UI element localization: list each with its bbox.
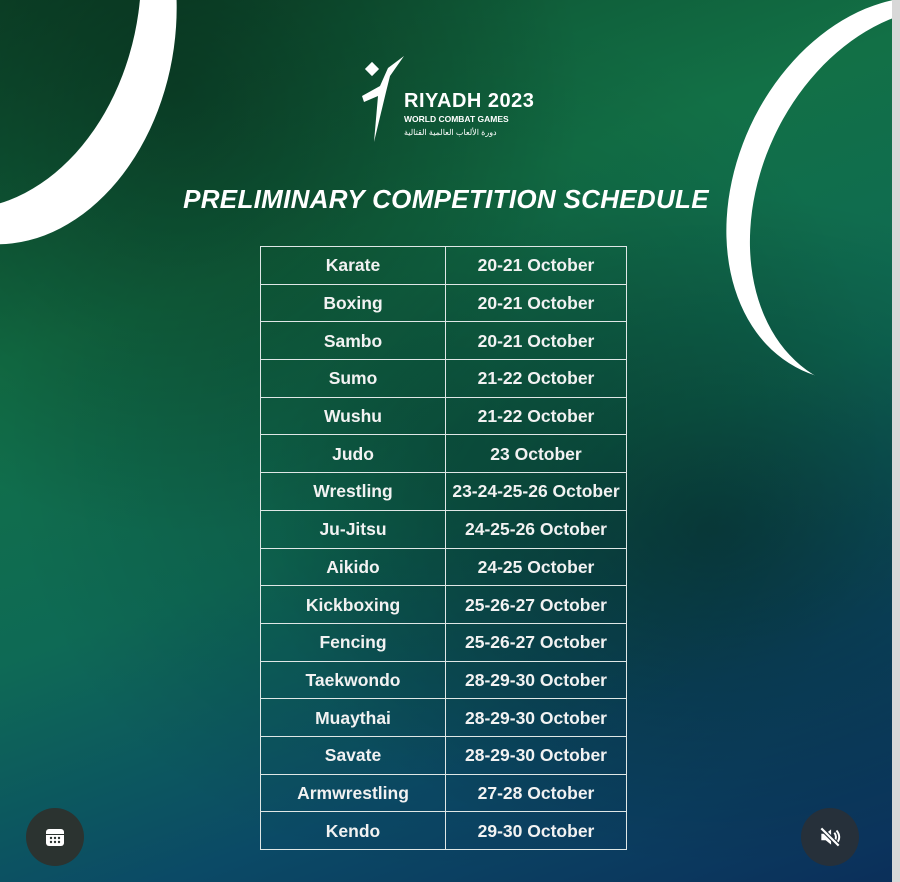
logo-subtitle: WORLD COMBAT GAMES	[404, 114, 509, 124]
riyadh-2023-logo: RIYADH 2023 WORLD COMBAT GAMES دورة الأل…	[360, 56, 550, 152]
table-row: Boxing 20-21 October	[260, 283, 627, 323]
table-row: Sambo 20-21 October	[260, 321, 627, 361]
sport-dates: 28-29-30 October	[445, 735, 627, 775]
volume-muted-icon	[819, 826, 841, 848]
sport-name: Kendo	[260, 811, 446, 850]
table-row: Armwrestling 27-28 October	[260, 773, 627, 813]
sport-name: Judo	[260, 434, 446, 474]
sport-dates: 29-30 October	[445, 811, 627, 850]
sport-dates: 25-26-27 October	[445, 622, 627, 662]
sport-dates: 23 October	[445, 434, 627, 474]
table-row: Sumo 21-22 October	[260, 359, 627, 398]
calendar-icon	[46, 829, 64, 846]
table-row: Judo 23 October	[260, 434, 627, 474]
table-row: Aikido 24-25 October	[260, 547, 627, 587]
sport-dates: 24-25 October	[445, 547, 627, 587]
table-row: Karate 20-21 October	[260, 246, 627, 285]
sport-name: Sumo	[260, 359, 446, 398]
mute-toggle-button[interactable]	[801, 808, 859, 866]
logo-text: RIYADH 2023 WORLD COMBAT GAMES دورة الأل…	[404, 90, 534, 139]
page-title: PRELIMINARY COMPETITION SCHEDULE	[183, 184, 709, 214]
sport-dates: 20-21 October	[445, 283, 627, 323]
table-row: Kendo 29-30 October	[260, 811, 627, 850]
sport-dates: 28-29-30 October	[445, 698, 627, 737]
table-row: Ju-Jitsu 24-25-26 October	[260, 509, 627, 549]
sport-dates: 23-24-25-26 October	[445, 472, 627, 511]
sport-name: Karate	[260, 246, 446, 285]
calendar-button[interactable]	[26, 808, 84, 866]
white-swoosh-decoration	[690, 0, 892, 445]
sport-name: Taekwondo	[260, 660, 446, 700]
table-row: Savate 28-29-30 October	[260, 735, 627, 775]
sport-dates: 27-28 October	[445, 773, 627, 813]
sport-dates: 25-26-27 October	[445, 585, 627, 624]
table-row: Fencing 25-26-27 October	[260, 622, 627, 662]
logo-arabic-subtitle: دورة الألعاب العالمية القتالية	[404, 128, 497, 137]
sport-dates: 21-22 October	[445, 359, 627, 398]
sport-dates: 20-21 October	[445, 321, 627, 361]
table-row: Muaythai 28-29-30 October	[260, 698, 627, 737]
sport-name: Sambo	[260, 321, 446, 361]
sport-name: Muaythai	[260, 698, 446, 737]
table-row: Taekwondo 28-29-30 October	[260, 660, 627, 700]
sport-name: Kickboxing	[260, 585, 446, 624]
table-row: Wushu 21-22 October	[260, 396, 627, 436]
logo-title: RIYADH 2023	[404, 90, 535, 112]
sport-name: Wushu	[260, 396, 446, 436]
sport-name: Fencing	[260, 622, 446, 662]
sport-dates: 28-29-30 October	[445, 660, 627, 700]
sport-name: Savate	[260, 735, 446, 775]
sport-name: Aikido	[260, 547, 446, 587]
sport-name: Armwrestling	[260, 773, 446, 813]
combat-games-emblem-icon	[362, 56, 404, 142]
sport-name: Ju-Jitsu	[260, 509, 446, 549]
sport-name: Boxing	[260, 283, 446, 323]
sport-dates: 21-22 October	[445, 396, 627, 436]
scrollbar[interactable]	[892, 0, 900, 882]
schedule-table: Karate 20-21 October Boxing 20-21 October Sa…	[260, 246, 627, 850]
sport-dates: 20-21 October	[445, 246, 627, 285]
sport-dates: 24-25-26 October	[445, 509, 627, 549]
table-row: Kickboxing 25-26-27 October	[260, 585, 627, 624]
table-row: Wrestling 23-24-25-26 October	[260, 472, 627, 511]
sport-name: Wrestling	[260, 472, 446, 511]
